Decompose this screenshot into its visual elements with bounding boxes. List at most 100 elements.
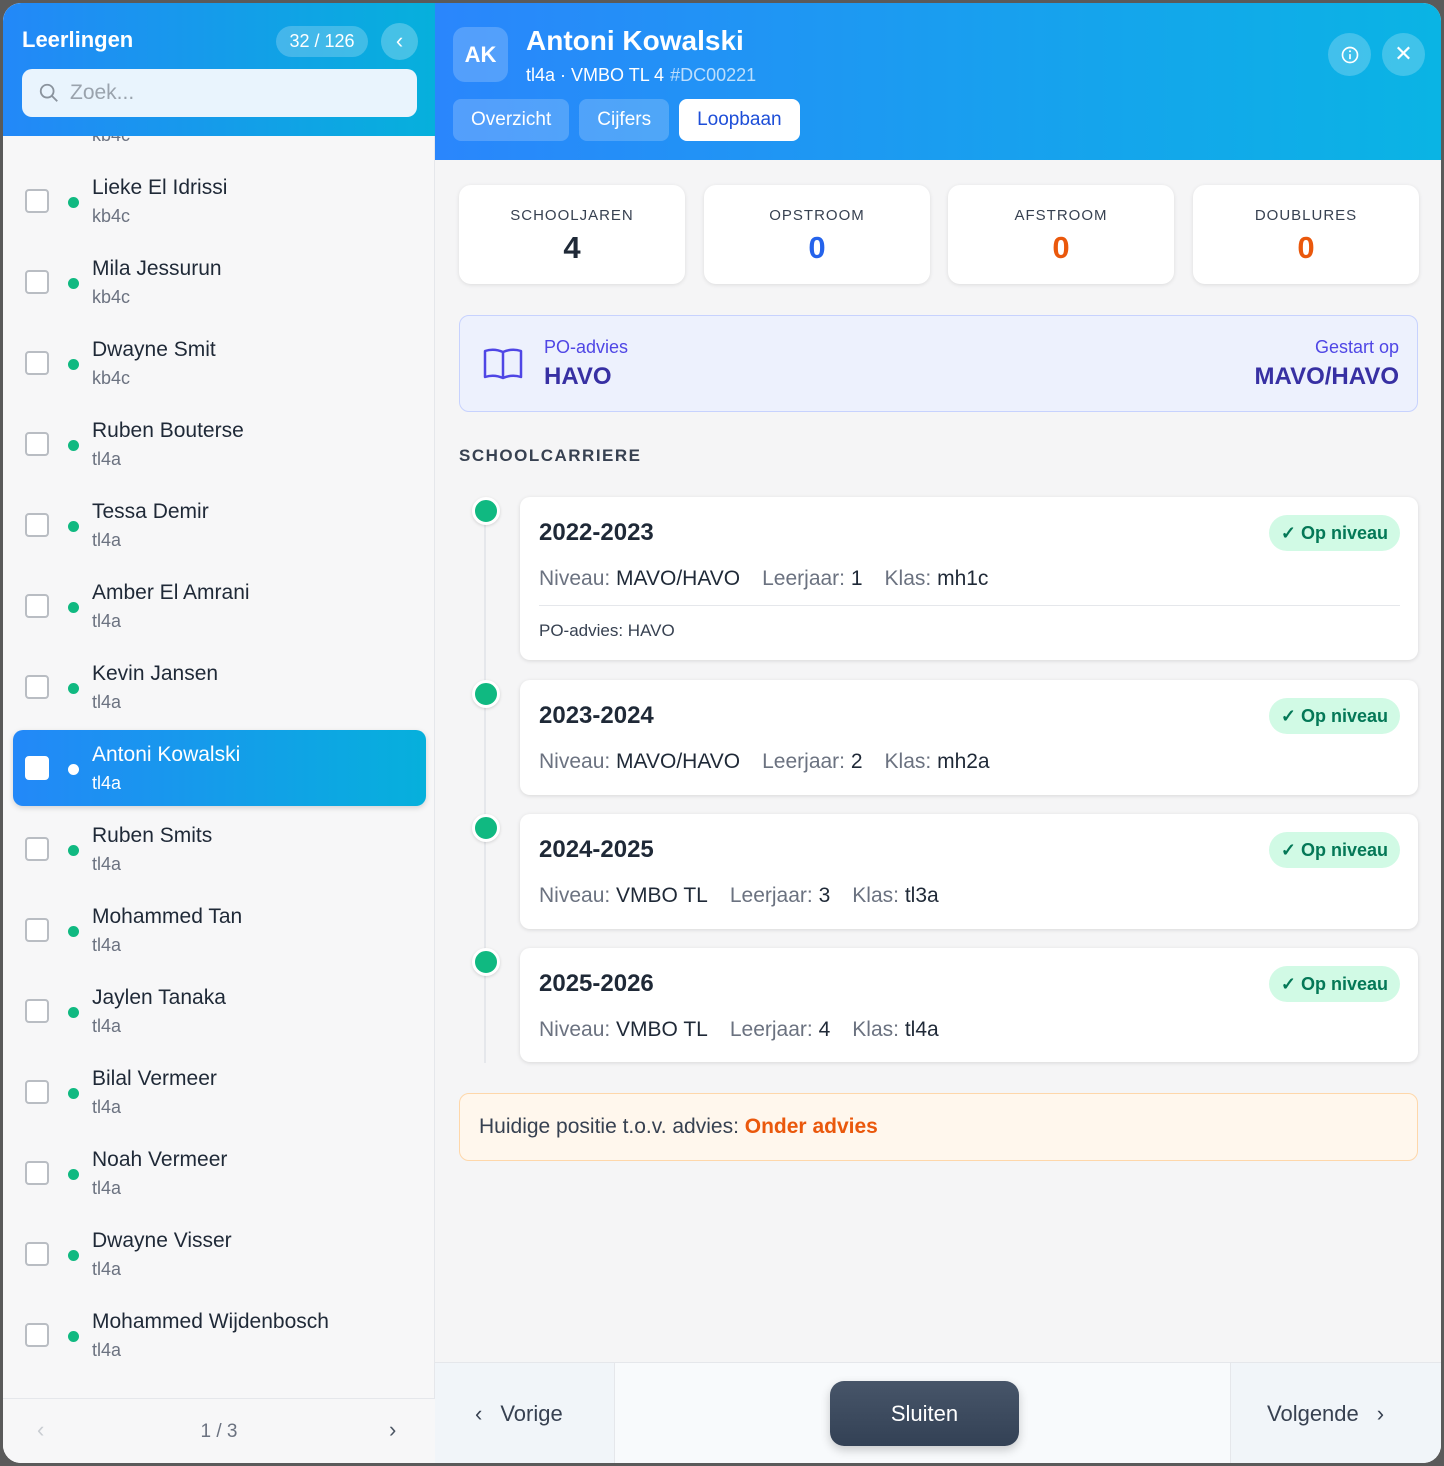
search-input[interactable] [70, 81, 390, 105]
prev-page-icon[interactable]: ‹ [37, 1417, 45, 1442]
status-dot [68, 197, 79, 208]
niveau-label: Niveau: [539, 1018, 611, 1041]
select-checkbox[interactable] [25, 918, 49, 942]
student-row-name: Ruben Smits [92, 824, 213, 847]
student-row[interactable]: Ruben Smits tl4a [13, 811, 426, 887]
student-row-class: kb4c [92, 287, 131, 307]
student-row[interactable]: Tessa Demir tl4a [13, 487, 426, 563]
klas-value: tl4a [904, 1018, 939, 1041]
career-info: Niveau: MAVO/HAVO Leerjaar: 2 Klas: mh2a [539, 750, 1012, 774]
student-row[interactable]: Dwayne Visser tl4a [13, 1216, 426, 1292]
collapse-sidebar-button[interactable]: ‹ [381, 23, 418, 60]
select-checkbox[interactable] [25, 513, 49, 537]
niveau-label: Niveau: [539, 750, 611, 773]
timeline-dot [472, 948, 500, 976]
leerjaar-value: 3 [818, 884, 831, 907]
status-dot [68, 683, 79, 694]
student-row[interactable]: Jaylen Tanaka tl4a [13, 973, 426, 1049]
select-checkbox[interactable] [25, 675, 49, 699]
next-button[interactable]: Volgende › [1230, 1363, 1441, 1463]
status-dot [68, 764, 79, 775]
position-label: Huidige positie t.o.v. advies: [479, 1115, 739, 1138]
student-row-class: tl4a [92, 1016, 122, 1036]
select-checkbox[interactable] [25, 1242, 49, 1266]
stat-value: 4 [563, 230, 581, 265]
student-row[interactable]: Lieke El Idrissi kb4c [13, 163, 426, 239]
po-advice-value: HAVO [544, 363, 612, 390]
select-checkbox[interactable] [25, 189, 49, 213]
klas-label: Klas: [852, 884, 899, 907]
student-row-class: kb4c [92, 368, 131, 388]
select-checkbox[interactable] [25, 756, 49, 780]
select-checkbox[interactable] [25, 837, 49, 861]
search-box[interactable] [22, 69, 417, 117]
student-row[interactable]: Mohammed Tan tl4a [13, 892, 426, 968]
student-row-class: tl4a [92, 1097, 122, 1117]
status-dot [68, 1169, 79, 1180]
student-row-name: Tessa Demir [92, 500, 209, 523]
student-row[interactable]: Noah Vermeer tl4a [13, 1135, 426, 1211]
student-row[interactable]: Amber El Amrani tl4a [13, 568, 426, 644]
leerjaar-label: Leerjaar: [729, 884, 813, 907]
student-id: #DC00221 [670, 65, 757, 85]
student-row[interactable]: Mohammed Wijdenbosch tl4a [13, 1297, 426, 1373]
student-list[interactable]: kb4c Lieke El Idrissi kb4c Mila Jessurun kb… [3, 136, 435, 1398]
student-row[interactable]: Kevin Jansen tl4a [13, 649, 426, 725]
select-checkbox[interactable] [25, 1080, 49, 1104]
select-checkbox[interactable] [25, 999, 49, 1023]
position-value: Onder advies [744, 1115, 878, 1138]
divider [539, 605, 1400, 606]
leerjaar-value: 4 [818, 1018, 831, 1041]
position-notice: Huidige positie t.o.v. advies: Onder adv… [459, 1093, 1418, 1161]
timeline-dot [472, 814, 500, 842]
career-note: PO-advies: HAVO [539, 621, 675, 640]
tab-overzicht[interactable]: Overzicht [453, 99, 570, 141]
next-label: Volgende [1267, 1401, 1359, 1426]
timeline-line [484, 513, 486, 1063]
select-checkbox[interactable] [25, 1323, 49, 1347]
select-checkbox[interactable] [25, 351, 49, 375]
klas-label: Klas: [884, 567, 932, 590]
status-dot [68, 440, 79, 451]
sidebar-title: Leerlingen [22, 27, 134, 52]
student-row-class: tl4a [92, 773, 122, 793]
status-dot [68, 1331, 79, 1342]
previous-label: Vorige [500, 1401, 563, 1426]
career-info: Niveau: VMBO TL Leerjaar: 4 Klas: tl4a [539, 1018, 961, 1042]
student-row-name: Mila Jessurun [92, 257, 222, 280]
student-row-class: tl4a [92, 935, 122, 955]
status-dot [68, 1007, 79, 1018]
timeline-dot [472, 680, 500, 708]
student-row[interactable]: Dwayne Smit kb4c [13, 325, 426, 401]
select-checkbox[interactable] [25, 1161, 49, 1185]
status-dot [68, 845, 79, 856]
tab-loopbaan[interactable]: Loopbaan [679, 99, 800, 141]
career-card: 2024-2025 ✓ Op niveau Niveau: VMBO TL Leerj… [520, 814, 1418, 929]
student-row-class: tl4a [92, 1178, 122, 1198]
student-row[interactable]: Bilal Vermeer tl4a [13, 1054, 426, 1130]
niveau-value: VMBO TL [616, 1018, 708, 1041]
student-row[interactable]: Ruben Bouterse tl4a [13, 406, 426, 482]
student-row-name: Bilal Vermeer [92, 1067, 217, 1090]
student-row[interactable]: Antoni Kowalski tl4a [13, 730, 426, 806]
detail-footer: ‹ Vorige Sluiten Volgende › [435, 1362, 1441, 1463]
student-window: kb4c Lieke El Idrissi kb4c Mila Jessurun kb… [3, 3, 1441, 1463]
status-badge: ✓ Op niveau [1268, 832, 1400, 868]
close-button[interactable]: Sluiten [830, 1381, 1019, 1446]
student-detail: AK Antoni Kowalski tl4a · VMBO TL 4 #DC00… [435, 3, 1441, 1463]
student-row-name: Lieke El Idrissi [92, 176, 228, 199]
career-info: Niveau: VMBO TL Leerjaar: 3 Klas: tl3a [539, 884, 961, 908]
select-checkbox[interactable] [25, 270, 49, 294]
previous-button[interactable]: ‹ Vorige [435, 1363, 615, 1463]
student-row-partial[interactable]: kb4c [13, 136, 426, 158]
select-checkbox[interactable] [25, 432, 49, 456]
student-row-name: Noah Vermeer [92, 1148, 228, 1171]
leerjaar-label: Leerjaar: [762, 750, 846, 773]
student-row[interactable]: Mila Jessurun kb4c [13, 244, 426, 320]
close-icon-button[interactable]: ✕ [1382, 33, 1425, 76]
info-button[interactable] [1328, 33, 1371, 76]
tab-cijfers[interactable]: Cijfers [579, 99, 670, 141]
sidebar-header: Leerlingen 32 / 126 ‹ [3, 3, 435, 136]
next-page-icon[interactable]: › [389, 1417, 397, 1442]
select-checkbox[interactable] [25, 594, 49, 618]
